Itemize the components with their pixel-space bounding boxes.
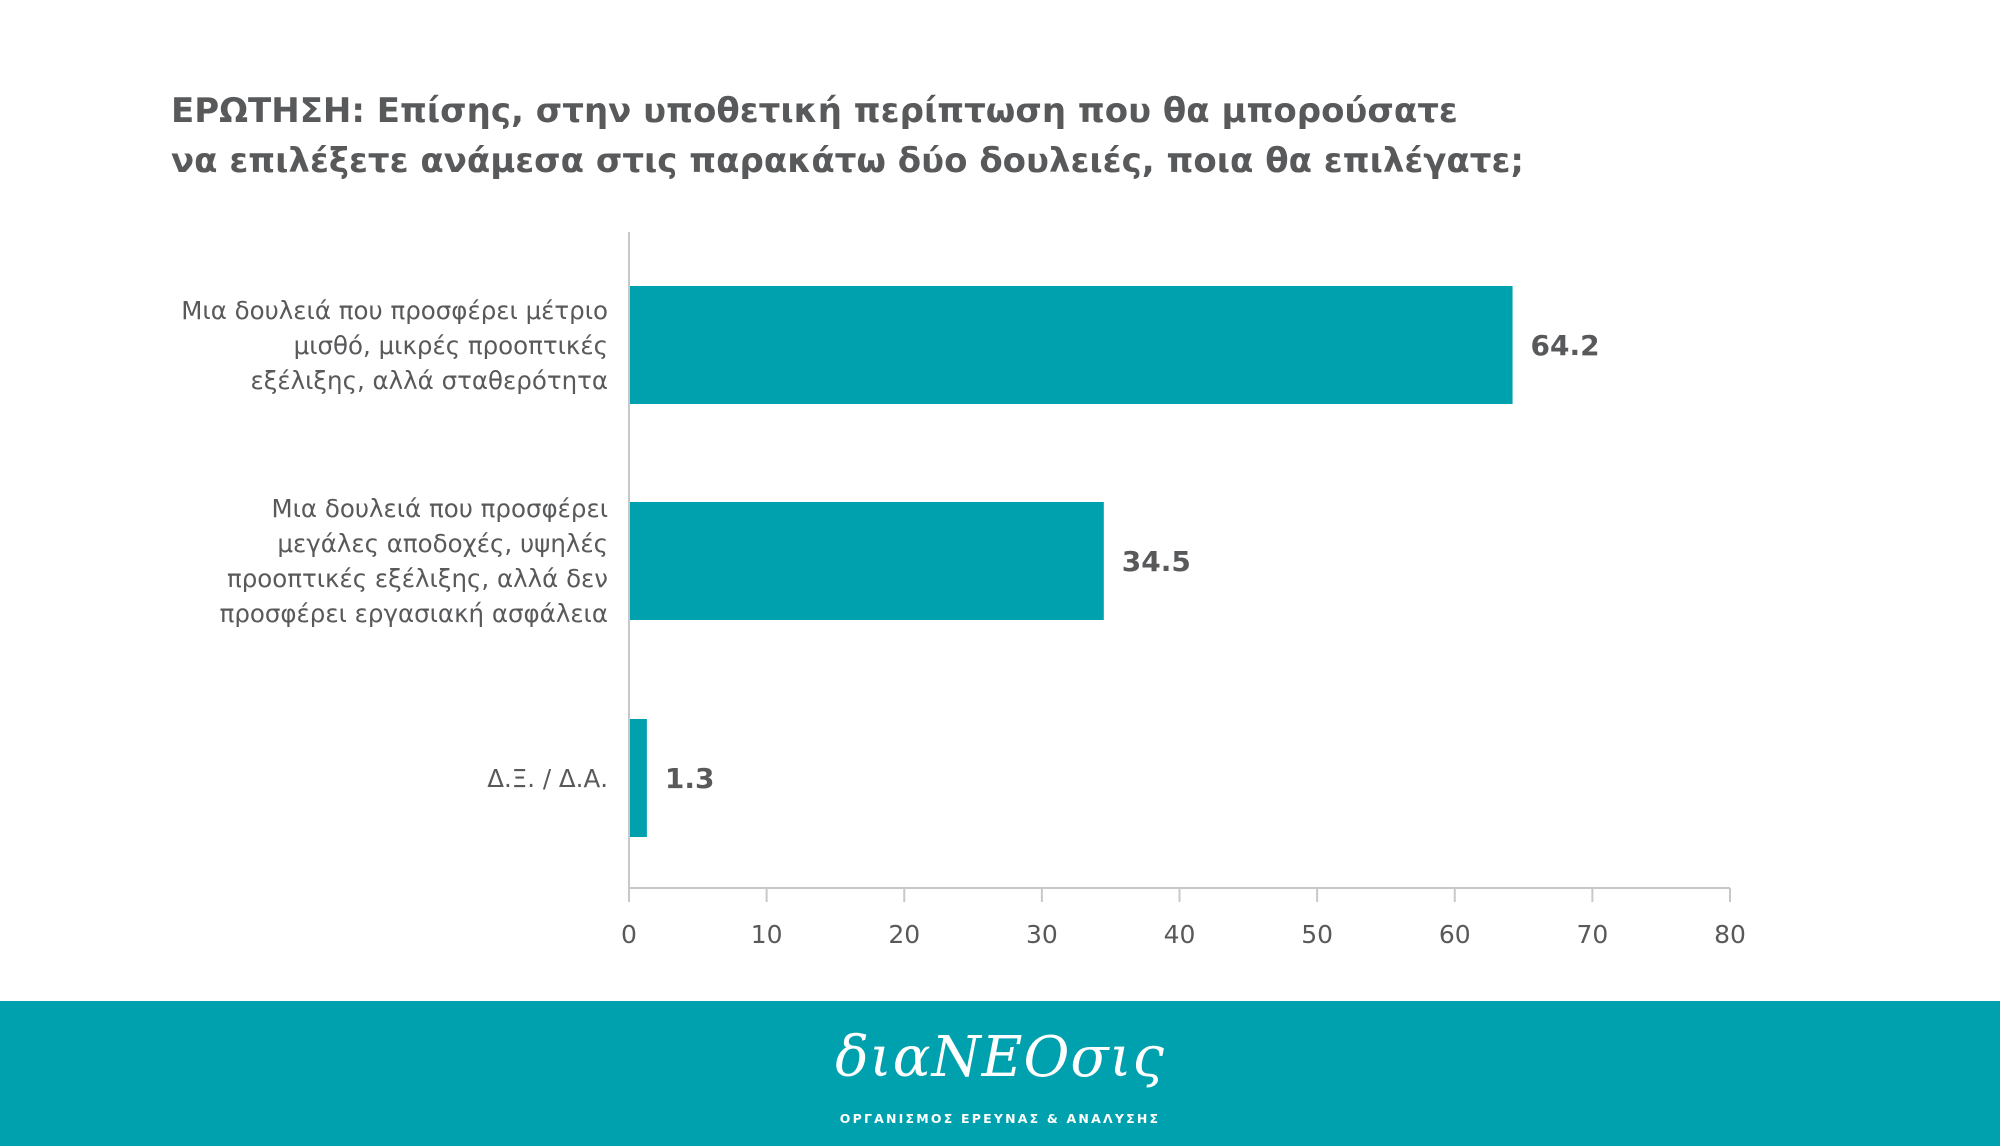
category-label-1-line-0: Μια δουλειά που προσφέρει — [271, 494, 608, 523]
x-tick-label-50: 50 — [1301, 920, 1333, 949]
x-tick-label-60: 60 — [1439, 920, 1471, 949]
bar-1 — [630, 502, 1104, 620]
category-label-0: Μια δουλειά που προσφέρει μέτριο μισθό, μ… — [48, 293, 608, 398]
category-label-2: Δ.Ξ. / Δ.Α. — [48, 761, 608, 796]
value-label-0: 64.2 — [1531, 329, 1600, 362]
brand-logo: διαΝΕΟσις — [835, 1025, 1165, 1090]
x-tick-label-20: 20 — [888, 920, 920, 949]
x-tick-label-80: 80 — [1714, 920, 1746, 949]
category-label-0-line-1: μισθό, μικρές προοπτικές — [293, 330, 608, 360]
x-tick-label-30: 30 — [1026, 920, 1058, 949]
chart-title: ΕΡΩΤΗΣΗ: Επίσης, στην υποθετική περίπτωσ… — [171, 86, 1671, 186]
bar-0 — [630, 286, 1513, 404]
category-label-0-line-0: Μια δουλειά που προσφέρει μέτριο — [181, 295, 608, 325]
value-label-1: 34.5 — [1122, 545, 1191, 578]
x-tick-label-40: 40 — [1164, 920, 1196, 949]
category-label-1-line-2: προοπτικές εξέλιξης, αλλά δεν — [226, 564, 608, 593]
brand-subtitle: ΟΡΓΑΝΙΣΜΟΣ ΕΡΕΥΝΑΣ & ΑΝΑΛΥΣΗΣ — [839, 1111, 1161, 1126]
x-tick-label-10: 10 — [751, 920, 783, 949]
footer: διαΝΕΟσις ΟΡΓΑΝΙΣΜΟΣ ΕΡΕΥΝΑΣ & ΑΝΑΛΥΣΗΣ — [0, 1001, 2000, 1146]
chart-title-line-1: ΕΡΩΤΗΣΗ: Επίσης, στην υποθετική περίπτωσ… — [171, 91, 1458, 131]
x-tick-label-70: 70 — [1576, 920, 1608, 949]
category-label-2-line-0: Δ.Ξ. / Δ.Α. — [487, 763, 608, 793]
bar-2 — [630, 719, 647, 837]
bar-chart: 0 10 20 30 40 50 60 70 80 64.2 34.5 1.3 — [621, 232, 1746, 949]
category-label-1-line-3: προσφέρει εργασιακή ασφάλεια — [219, 599, 608, 628]
x-tick-label-0: 0 — [621, 920, 637, 949]
chart-title-line-2: να επιλέξετε ανάμεσα στις παρακάτω δύο δ… — [171, 141, 1525, 181]
category-label-1: Μια δουλειά που προσφέρει μεγάλες αποδοχέ… — [48, 491, 608, 631]
category-label-1-line-1: μεγάλες αποδοχές, υψηλές — [277, 529, 608, 558]
value-label-2: 1.3 — [665, 762, 715, 795]
category-label-0-line-2: εξέλιξης, αλλά σταθερότητα — [250, 365, 608, 395]
